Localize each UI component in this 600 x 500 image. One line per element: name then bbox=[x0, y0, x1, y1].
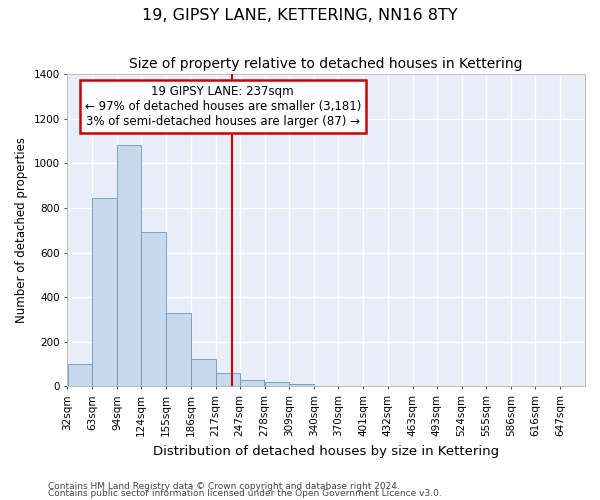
Text: 19 GIPSY LANE: 237sqm
← 97% of detached houses are smaller (3,181)
3% of semi-de: 19 GIPSY LANE: 237sqm ← 97% of detached … bbox=[85, 85, 361, 128]
X-axis label: Distribution of detached houses by size in Kettering: Distribution of detached houses by size … bbox=[153, 444, 499, 458]
Bar bbox=[216, 373, 239, 386]
Text: Contains public sector information licensed under the Open Government Licence v3: Contains public sector information licen… bbox=[48, 490, 442, 498]
Bar bbox=[141, 232, 166, 386]
Bar bbox=[265, 382, 289, 386]
Bar bbox=[289, 384, 314, 386]
Text: Contains HM Land Registry data © Crown copyright and database right 2024.: Contains HM Land Registry data © Crown c… bbox=[48, 482, 400, 491]
Bar bbox=[92, 198, 117, 386]
Bar bbox=[191, 358, 215, 386]
Text: 19, GIPSY LANE, KETTERING, NN16 8TY: 19, GIPSY LANE, KETTERING, NN16 8TY bbox=[142, 8, 458, 22]
Y-axis label: Number of detached properties: Number of detached properties bbox=[15, 137, 28, 323]
Bar bbox=[117, 146, 141, 386]
Bar bbox=[68, 364, 92, 386]
Bar bbox=[166, 313, 191, 386]
Bar bbox=[240, 380, 265, 386]
Title: Size of property relative to detached houses in Kettering: Size of property relative to detached ho… bbox=[130, 58, 523, 71]
